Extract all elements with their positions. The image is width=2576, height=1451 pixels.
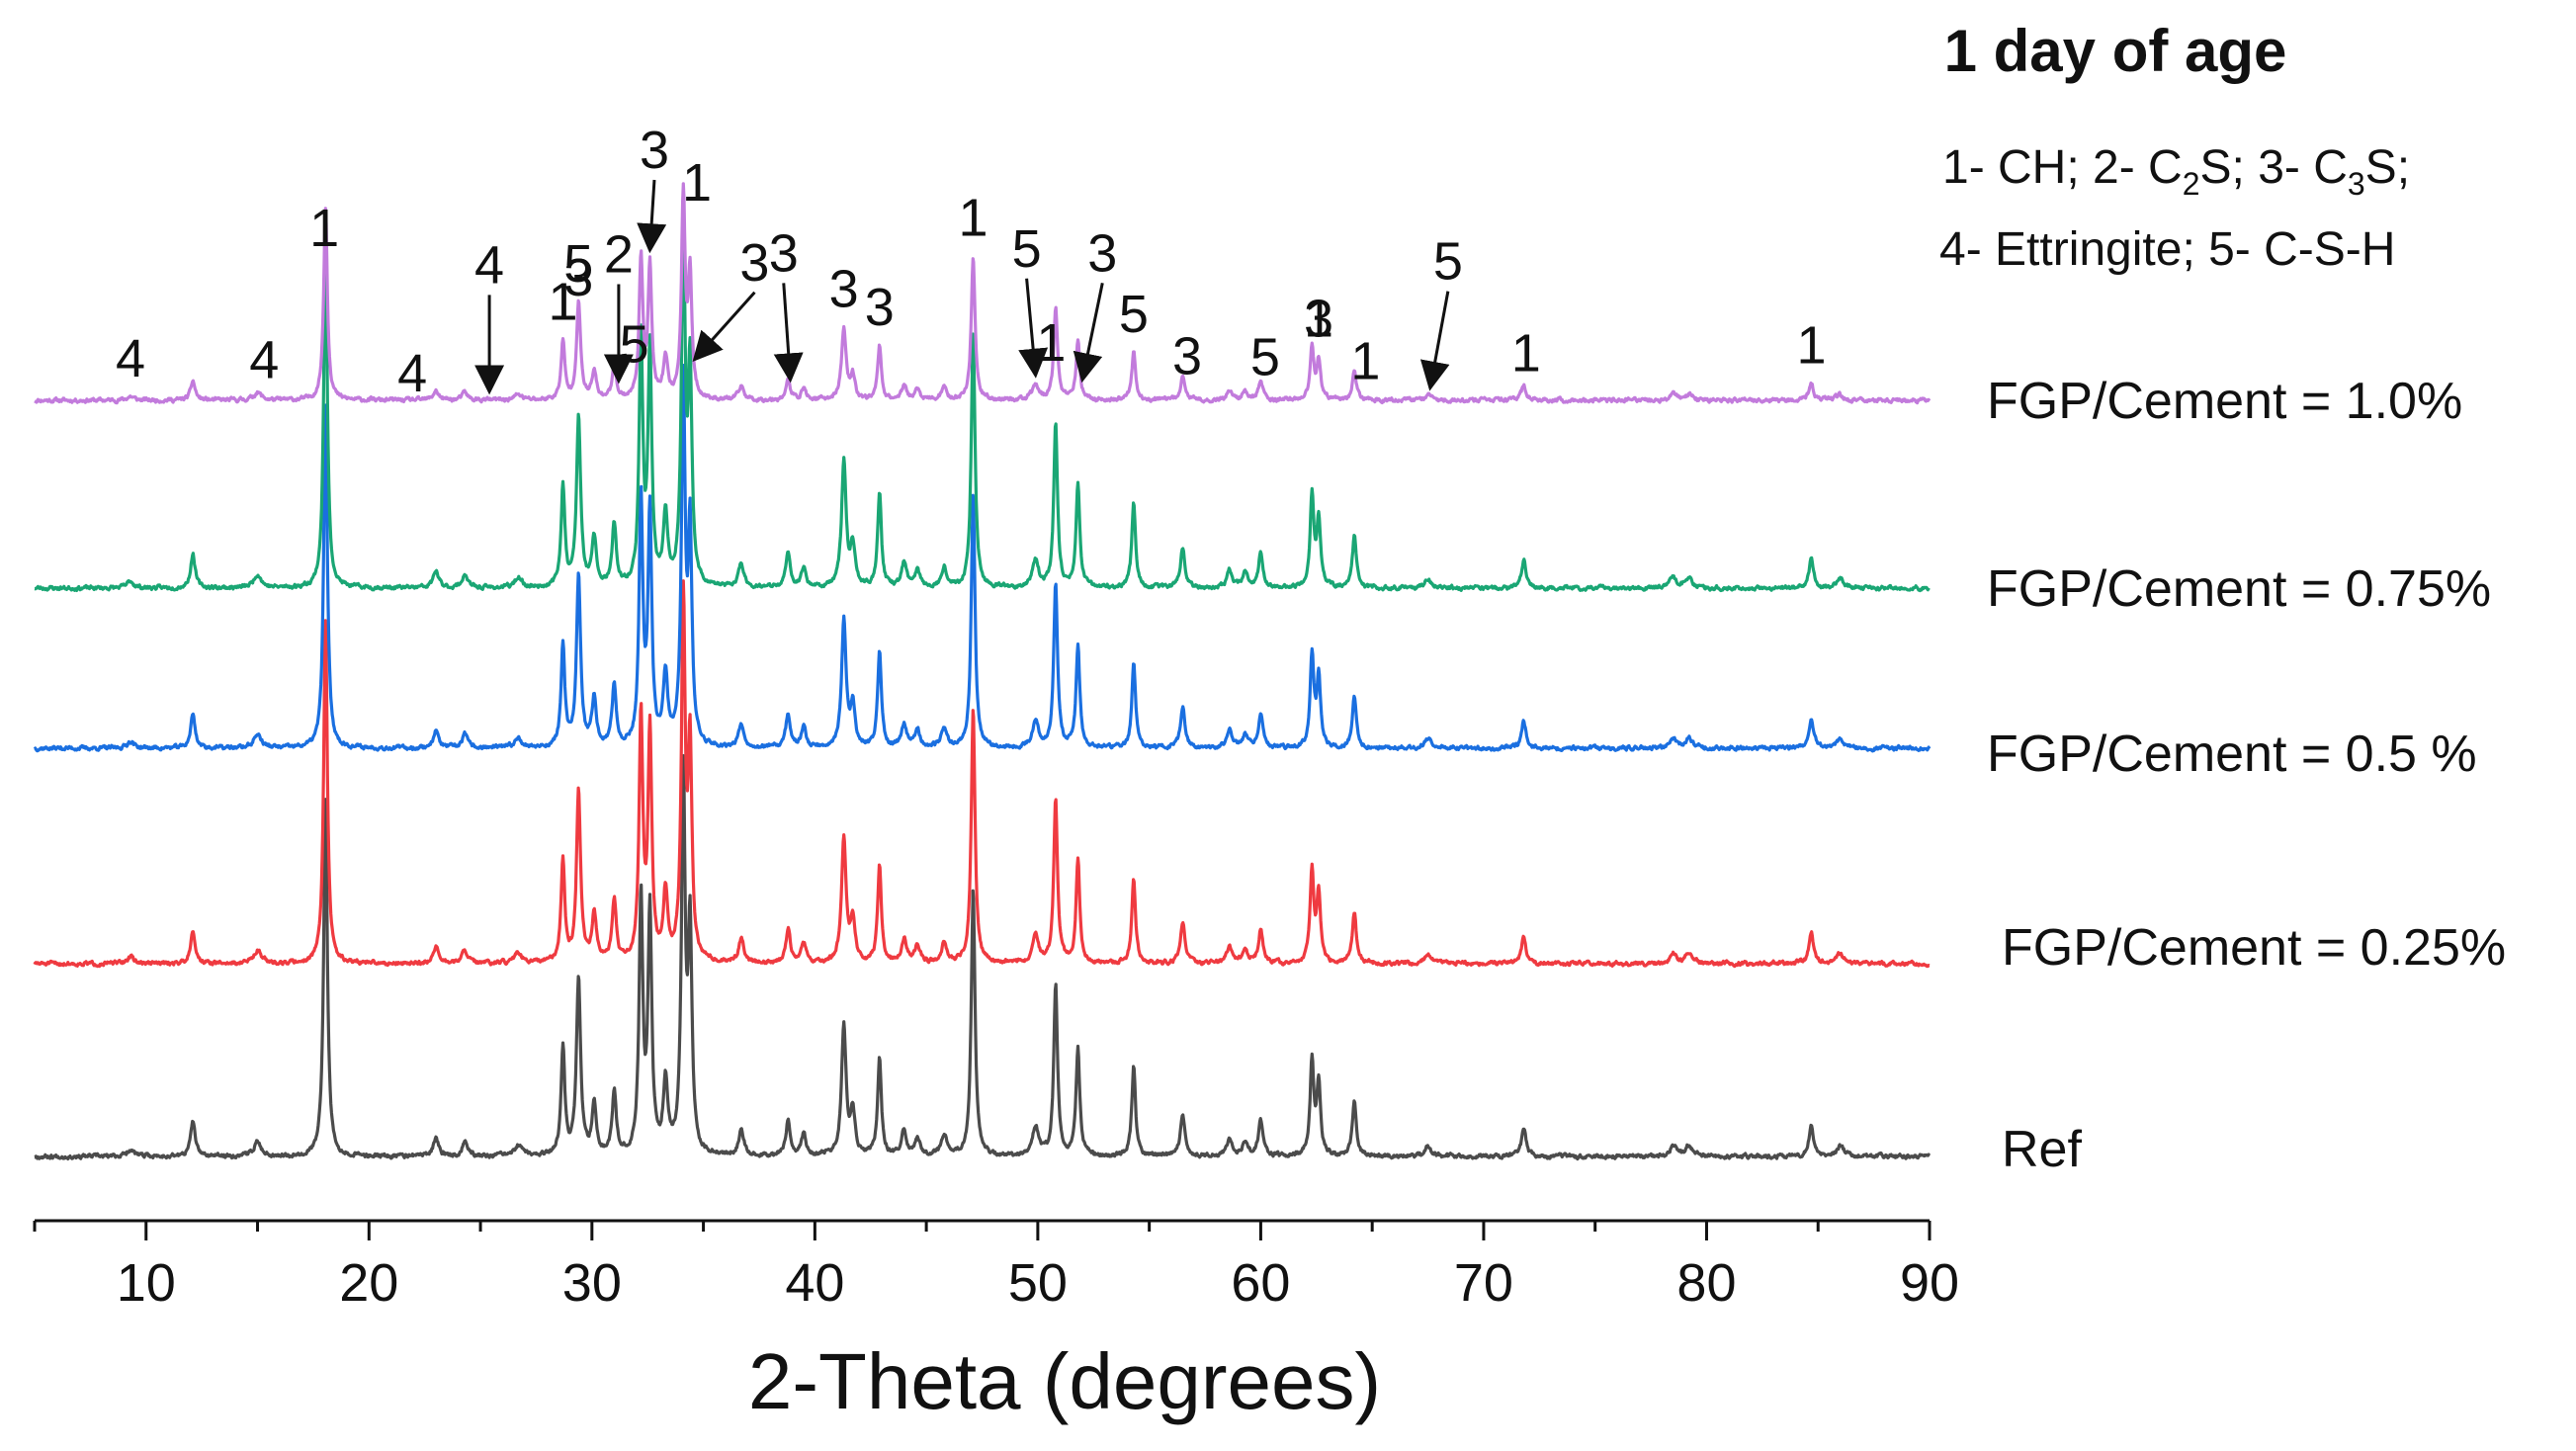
peak-label: 5	[563, 234, 593, 294]
peak-label: 3	[829, 259, 859, 318]
peak-label: 3	[1304, 289, 1333, 348]
series-label: Ref	[2002, 1121, 2082, 1178]
x-tick-label: 80	[1676, 1253, 1736, 1313]
peak-label: 1	[958, 188, 987, 247]
peak-label: 4	[116, 329, 145, 388]
x-tick-label: 10	[117, 1253, 176, 1313]
series-line	[34, 206, 1931, 593]
peak-label: 1	[309, 199, 339, 258]
phase-legend-line-1: 1- CH; 2- C2S; 3- C3S;	[1942, 141, 2410, 202]
phase-legend-part-1: 1- CH; 2- C	[1942, 141, 2183, 194]
peak-label: 5	[1012, 219, 1042, 279]
x-tick-label: 50	[1008, 1253, 1068, 1313]
peak-label: 5	[620, 314, 649, 374]
peak-label: 4	[397, 344, 427, 403]
peak-label: 3	[1087, 223, 1117, 283]
x-axis-label: 2-Theta (degrees)	[748, 1337, 1381, 1425]
peak-label: 3	[865, 278, 895, 337]
peak-arrow	[1073, 283, 1104, 384]
peak-arrow	[773, 283, 804, 384]
peak-label: 1	[1796, 315, 1826, 375]
phase-legend-part-3: S;	[2365, 141, 2410, 194]
peak-label: 2	[604, 224, 634, 284]
series-label: FGP/Cement = 0.5 %	[1987, 726, 2477, 783]
series-line	[34, 182, 1932, 405]
peak-arrow	[692, 291, 756, 362]
peak-label: 1	[548, 272, 577, 331]
peak-label: 1	[1511, 324, 1541, 384]
x-tick-label: 90	[1900, 1253, 1959, 1313]
peak-label: 4	[249, 330, 279, 389]
series-label: FGP/Cement = 0.25%	[2002, 919, 2506, 977]
x-axis: 10 20 30 40 50 60 70 80 90	[33, 1219, 1959, 1313]
peak-label: 1	[1036, 313, 1066, 373]
series-label: FGP/Cement = 1.0%	[1987, 373, 2462, 430]
peak-label: 5	[1119, 285, 1149, 344]
chart-title: 1 day of age	[1944, 18, 2287, 84]
peak-arrow	[637, 179, 667, 254]
peak-arrow	[1018, 278, 1049, 379]
peak-label: 3	[1172, 326, 1202, 385]
peak-label: 5	[1250, 327, 1280, 386]
peak-label: 3	[769, 223, 799, 283]
x-tick-label: 40	[785, 1253, 844, 1313]
peak-label: 3	[640, 121, 669, 180]
phase-legend-sub-3: 3	[2348, 166, 2365, 202]
peak-label: 1	[1350, 331, 1380, 390]
peak-label: 4	[474, 235, 504, 295]
x-tick-label: 70	[1454, 1253, 1513, 1313]
x-tick-label: 60	[1231, 1253, 1290, 1313]
phase-legend-part-2: S; 3- C	[2200, 141, 2348, 194]
peak-arrow	[1419, 291, 1450, 391]
x-tick-label: 20	[339, 1253, 398, 1313]
phase-legend-line-2: 4- Ettringite; 5- C-S-H	[1939, 223, 2395, 276]
peak-label: 5	[1433, 232, 1463, 292]
phase-legend-sub-2: 2	[2183, 166, 2200, 202]
series-line	[33, 364, 1932, 753]
series-layer	[33, 182, 1932, 1161]
peak-label: 1	[1304, 289, 1333, 348]
series-line	[33, 579, 1931, 969]
x-tick-label: 30	[562, 1253, 622, 1313]
peak-label: 1	[682, 153, 712, 213]
peak-label: 3	[739, 233, 769, 293]
series-label: FGP/Cement = 0.75%	[1987, 560, 2491, 618]
series-labels: FGP/Cement = 1.0% FGP/Cement = 0.75% FGP/C…	[1987, 373, 2506, 1178]
series-line	[34, 754, 1932, 1161]
peak-label: 3	[563, 248, 593, 307]
